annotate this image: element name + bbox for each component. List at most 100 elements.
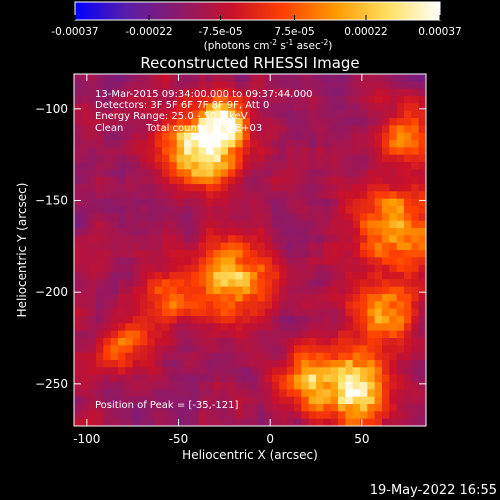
- heatmap-cell: [286, 301, 295, 310]
- heatmap-cell: [374, 88, 383, 97]
- heatmap-cell: [96, 250, 104, 258]
- heatmap-cell: [228, 389, 236, 398]
- heatmap-cell: [220, 169, 229, 178]
- heatmap-cell: [74, 191, 82, 200]
- heatmap-cell: [382, 162, 390, 170]
- heatmap-cell: [198, 81, 207, 90]
- heatmap-cell: [411, 228, 420, 236]
- heatmap-cell: [184, 338, 192, 346]
- heatmap-cell: [411, 162, 420, 170]
- heatmap-cell: [411, 264, 420, 273]
- heatmap-cell: [345, 140, 354, 148]
- heatmap-cell: [110, 118, 119, 126]
- heatmap-cell: [118, 418, 126, 426]
- heatmap-cell: [169, 198, 178, 207]
- heatmap-cell: [279, 411, 288, 420]
- heatmap-cell: [81, 103, 90, 112]
- heatmap-cell: [213, 88, 222, 97]
- heatmap-cell: [110, 125, 119, 134]
- heatmap-cell: [110, 191, 119, 200]
- heatmap-cell: [74, 154, 82, 163]
- heatmap-cell: [213, 308, 222, 317]
- heatmap-cell: [301, 147, 310, 156]
- heatmap-cell: [140, 191, 148, 200]
- heatmap-cell: [125, 301, 134, 310]
- heatmap-cell: [132, 118, 141, 126]
- heatmap-cell: [389, 382, 398, 390]
- heatmap-cell: [206, 81, 214, 90]
- heatmap-cell: [418, 360, 426, 368]
- heatmap-cell: [125, 213, 134, 222]
- heatmap-cell: [110, 257, 119, 266]
- heatmap-cell: [250, 191, 258, 200]
- heatmap-cell: [184, 323, 192, 332]
- heatmap-cell: [257, 74, 266, 82]
- heatmap-cell: [374, 147, 383, 156]
- heatmap-cell: [382, 323, 390, 332]
- heatmap-cell: [147, 140, 156, 148]
- heatmap-cell: [367, 132, 376, 141]
- heatmap-cell: [206, 103, 214, 112]
- heatmap-cell: [125, 96, 134, 104]
- heatmap-cell: [374, 411, 383, 420]
- heatmap-cell: [257, 110, 266, 119]
- heatmap-cell: [147, 118, 156, 126]
- heatmap-cell: [96, 272, 104, 280]
- heatmap-cell: [382, 140, 390, 148]
- heatmap-cell: [176, 191, 185, 200]
- heatmap-cell: [279, 132, 288, 141]
- heatmap-cell: [132, 301, 141, 310]
- heatmap-cell: [132, 110, 141, 119]
- heatmap-cell: [118, 228, 126, 236]
- heatmap-cell: [257, 162, 266, 170]
- heatmap-cell: [96, 323, 104, 332]
- heatmap-cell: [352, 169, 361, 178]
- heatmap-cell: [191, 404, 200, 412]
- heatmap-cell: [404, 330, 412, 339]
- heatmap-cell: [235, 352, 244, 361]
- heatmap-cell: [360, 206, 368, 214]
- heatmap-cell: [308, 382, 317, 390]
- heatmap-cell: [404, 338, 412, 346]
- heatmap-cell: [338, 235, 346, 244]
- heatmap-cell: [213, 154, 222, 163]
- heatmap-cell: [264, 279, 273, 288]
- heatmap-cell: [74, 257, 82, 266]
- heatmap-cell: [382, 279, 390, 288]
- heatmap-cell: [272, 140, 280, 148]
- heatmap-cell: [140, 418, 148, 426]
- heatmap-cell: [279, 103, 288, 112]
- heatmap-cell: [140, 169, 148, 178]
- heatmap-cell: [323, 213, 332, 222]
- x-tick-label: -100: [73, 432, 100, 446]
- heatmap-cell: [110, 132, 119, 141]
- heatmap-cell: [88, 162, 97, 170]
- heatmap-cell: [103, 360, 112, 368]
- heatmap-cell: [110, 147, 119, 156]
- heatmap-cell: [382, 74, 390, 82]
- heatmap-cell: [228, 308, 236, 317]
- heatmap-cell: [191, 96, 200, 104]
- heatmap-cell: [132, 286, 141, 295]
- heatmap-cell: [279, 88, 288, 97]
- heatmap-cell: [396, 316, 405, 324]
- heatmap-cell: [198, 110, 207, 119]
- heatmap-cell: [330, 235, 339, 244]
- heatmap-cell: [294, 242, 302, 251]
- heatmap-cell: [411, 382, 420, 390]
- heatmap-cell: [103, 162, 112, 170]
- heatmap-cell: [279, 110, 288, 119]
- heatmap-cell: [374, 191, 383, 200]
- heatmap-cell: [198, 301, 207, 310]
- heatmap-cell: [389, 345, 398, 354]
- heatmap-cell: [250, 294, 258, 302]
- heatmap-cell: [235, 96, 244, 104]
- heatmap-cell: [411, 389, 420, 398]
- heatmap-cell: [294, 360, 302, 368]
- heatmap-cell: [132, 242, 141, 251]
- heatmap-cell: [154, 132, 163, 141]
- heatmap-cell: [242, 176, 251, 185]
- heatmap-cell: [228, 404, 236, 412]
- heatmap-cell: [235, 411, 244, 420]
- heatmap-cell: [404, 323, 412, 332]
